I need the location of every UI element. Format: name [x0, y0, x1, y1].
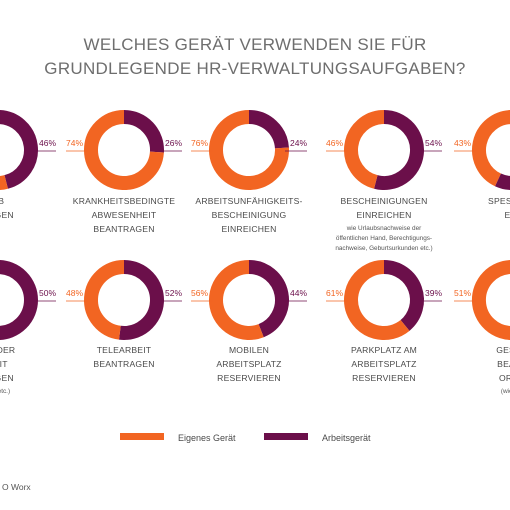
donut-group: 46% 54% BESCHEINIGUNGEN EINREICHEN wie Urlau…	[326, 110, 442, 252]
donut-group: 51% GESCH BEANT ORGA (wie Flü	[454, 260, 510, 395]
category-label-line: ARBEITSPLATZ	[216, 359, 281, 369]
category-sublabel-line: (wie Flü	[501, 388, 510, 395]
percent-label-work-device: 46%	[39, 138, 56, 148]
donut-group: 43% SPESENAB EIN	[454, 110, 510, 220]
donut-slice-own-device	[0, 175, 8, 190]
donut-slice-own-device	[209, 110, 289, 190]
percent-label-own-device: 61%	[326, 288, 343, 298]
legend-swatch-own-device	[120, 433, 164, 440]
donut-slice-work-device	[248, 110, 289, 149]
donut-slice-work-device	[0, 110, 38, 189]
legend-swatch-work-device	[264, 433, 308, 440]
category-sublabel-line: wie Urlaubsnachweise der	[346, 225, 422, 232]
donut-group: 74% 26% KRANKHEITSBEDINGTE ABWESENHEIT BEANT…	[66, 110, 182, 234]
chart-title-line-1: WELCHES GERÄT VERWENDEN SIE FÜR	[83, 35, 427, 54]
donut-slice-work-device	[118, 260, 164, 340]
donut-slice-own-device	[472, 110, 510, 187]
percent-label-work-device: 24%	[290, 138, 307, 148]
donut-group: 48% 52% TELEARBEIT BEANTRAGEN	[66, 260, 182, 369]
percent-label-own-device: 56%	[191, 288, 208, 298]
category-label-line: RESERVIEREN	[352, 373, 416, 383]
category-label-line: BEANTRAGEN	[93, 224, 154, 234]
donut-slice-work-device	[123, 110, 164, 153]
category-label-line: UB	[0, 196, 4, 206]
donut-slice-own-device	[344, 260, 410, 340]
donut-slice-work-device	[248, 260, 289, 338]
category-sublabel-line: nachweise, Geburtsurkunden etc.)	[335, 245, 432, 252]
donut-grid: 46% UB RAGEN 74% 26% KRANKHEITSBEDINGTE ABWESE…	[0, 110, 510, 395]
donut-slice-own-device	[84, 110, 164, 190]
category-label-line: SPESENAB	[488, 196, 510, 206]
donut-slice-work-device	[383, 260, 424, 331]
category-label-line: BEANTRAGEN	[93, 359, 154, 369]
category-label-line: PARKPLATZ AM	[351, 345, 417, 355]
category-label-line: ORGA	[499, 373, 510, 383]
donut-group: 50% NG DER ZEIT RAGEN zeit etc.)	[0, 260, 56, 395]
category-sublabel-line: zeit etc.)	[0, 388, 10, 395]
donut-slice-work-device	[374, 110, 424, 190]
category-label-line: GESCH	[496, 345, 510, 355]
percent-label-own-device: 74%	[66, 138, 83, 148]
percent-label-own-device: 43%	[454, 138, 471, 148]
category-label-line: EINREICHEN	[221, 224, 276, 234]
percent-label-work-device: 54%	[425, 138, 442, 148]
category-label-line: BESCHEINIGUNGEN	[340, 196, 427, 206]
category-label-line: ARBEITSUNFÄHIGKEITS-	[195, 196, 302, 206]
source-note: O Worx	[2, 482, 31, 492]
category-label-line: BESCHEINIGUNG	[212, 210, 287, 220]
donut-group: 46% UB RAGEN	[0, 110, 56, 220]
category-label-line: BEANT	[497, 359, 510, 369]
category-label-line: NG DER	[0, 345, 15, 355]
category-label-line: EINREICHEN	[356, 210, 411, 220]
percent-label-own-device: 51%	[454, 288, 471, 298]
category-label-line: RAGEN	[0, 373, 14, 383]
percent-label-own-device: 46%	[326, 138, 343, 148]
legend-label-own-device: Eigenes Gerät	[178, 433, 236, 443]
donut-group: 76% 24% ARBEITSUNFÄHIGKEITS- BESCHEINIGUNG E…	[191, 110, 307, 234]
chart-legend: Eigenes Gerät Arbeitsgerät	[120, 433, 371, 443]
percent-label-work-device: 26%	[165, 138, 182, 148]
chart-title-line-2: GRUNDLEGENDE HR-VERWALTUNGSAUFGABEN?	[44, 59, 466, 78]
donut-slice-own-device	[471, 260, 510, 340]
percent-label-own-device: 48%	[66, 288, 83, 298]
category-label-line: ABWESENHEIT	[92, 210, 157, 220]
percent-label-work-device: 52%	[165, 288, 182, 298]
chart-title: WELCHES GERÄT VERWENDEN SIE FÜR GRUNDLEG…	[0, 33, 510, 81]
category-label-line: TELEARBEIT	[97, 345, 152, 355]
donut-slice-own-device	[84, 260, 125, 340]
category-label-line: MOBILEN	[229, 345, 269, 355]
percent-label-own-device: 76%	[191, 138, 208, 148]
category-label-line: KRANKHEITSBEDINGTE	[73, 196, 176, 206]
category-label-line: RESERVIEREN	[217, 373, 281, 383]
donut-slice-own-device	[209, 260, 264, 340]
percent-label-work-device: 44%	[290, 288, 307, 298]
percent-label-work-device: 50%	[39, 288, 56, 298]
category-label-line: RAGEN	[0, 210, 14, 220]
donut-group: 61% 39% PARKPLATZ AM ARBEITSPLATZ RESERVIERE…	[326, 260, 442, 383]
donut-slice-work-device	[0, 260, 38, 340]
percent-label-work-device: 39%	[425, 288, 442, 298]
donut-group: 56% 44% MOBILEN ARBEITSPLATZ RESERVIEREN	[191, 260, 307, 383]
legend-label-work-device: Arbeitsgerät	[322, 433, 371, 443]
category-sublabel-line: öffentlichen Hand, Berechtigungs-	[336, 235, 432, 242]
category-label-line: EIN	[505, 210, 510, 220]
category-label-line: ARBEITSPLATZ	[351, 359, 416, 369]
donut-slice-own-device	[344, 110, 385, 189]
category-label-line: ZEIT	[0, 359, 8, 369]
